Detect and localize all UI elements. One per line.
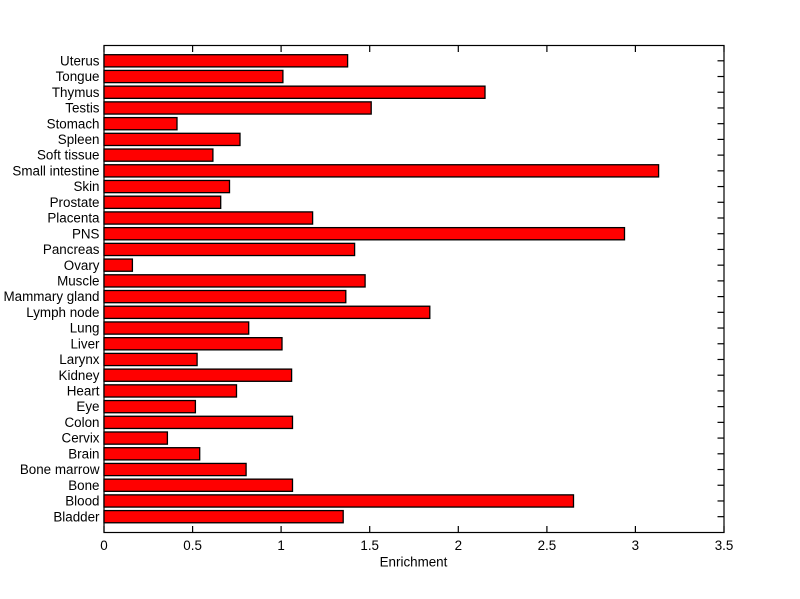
svg-text:Blood: Blood <box>65 494 99 509</box>
svg-text:1: 1 <box>277 538 284 553</box>
svg-text:Bone: Bone <box>68 478 99 493</box>
svg-text:Brain: Brain <box>68 446 99 461</box>
svg-text:Small intestine: Small intestine <box>12 163 99 178</box>
svg-text:Bladder: Bladder <box>53 509 100 524</box>
svg-text:PNS: PNS <box>72 226 100 241</box>
svg-text:Lymph node: Lymph node <box>26 305 99 320</box>
svg-text:Cervix: Cervix <box>62 431 100 446</box>
svg-text:Enrichment: Enrichment <box>380 555 448 570</box>
svg-text:Heart: Heart <box>67 384 100 399</box>
svg-text:Testis: Testis <box>65 101 100 116</box>
svg-text:Soft tissue: Soft tissue <box>37 148 100 163</box>
svg-text:Liver: Liver <box>70 336 100 351</box>
svg-text:0: 0 <box>100 538 107 553</box>
svg-text:Skin: Skin <box>73 179 99 194</box>
svg-text:Placenta: Placenta <box>47 211 100 226</box>
svg-text:Ovary: Ovary <box>64 258 100 273</box>
svg-text:3.5: 3.5 <box>715 538 734 553</box>
svg-text:Spleen: Spleen <box>58 132 100 147</box>
svg-text:Bone marrow: Bone marrow <box>20 462 100 477</box>
svg-text:Thymus: Thymus <box>52 85 100 100</box>
svg-text:Prostate: Prostate <box>50 195 100 210</box>
svg-text:Uterus: Uterus <box>60 53 100 68</box>
svg-text:Mammary gland: Mammary gland <box>4 289 100 304</box>
svg-text:Stomach: Stomach <box>47 116 100 131</box>
svg-text:2: 2 <box>455 538 462 553</box>
svg-text:2.5: 2.5 <box>538 538 557 553</box>
svg-text:Pancreas: Pancreas <box>43 242 100 257</box>
svg-text:1.5: 1.5 <box>360 538 379 553</box>
svg-text:0.5: 0.5 <box>183 538 202 553</box>
svg-text:Colon: Colon <box>65 415 100 430</box>
svg-text:3: 3 <box>632 538 639 553</box>
svg-text:Tongue: Tongue <box>56 69 100 84</box>
svg-text:Lung: Lung <box>70 321 100 336</box>
svg-text:Muscle: Muscle <box>57 273 99 288</box>
svg-text:Eye: Eye <box>76 399 99 414</box>
svg-text:Larynx: Larynx <box>59 352 99 367</box>
svg-text:Kidney: Kidney <box>59 368 100 383</box>
